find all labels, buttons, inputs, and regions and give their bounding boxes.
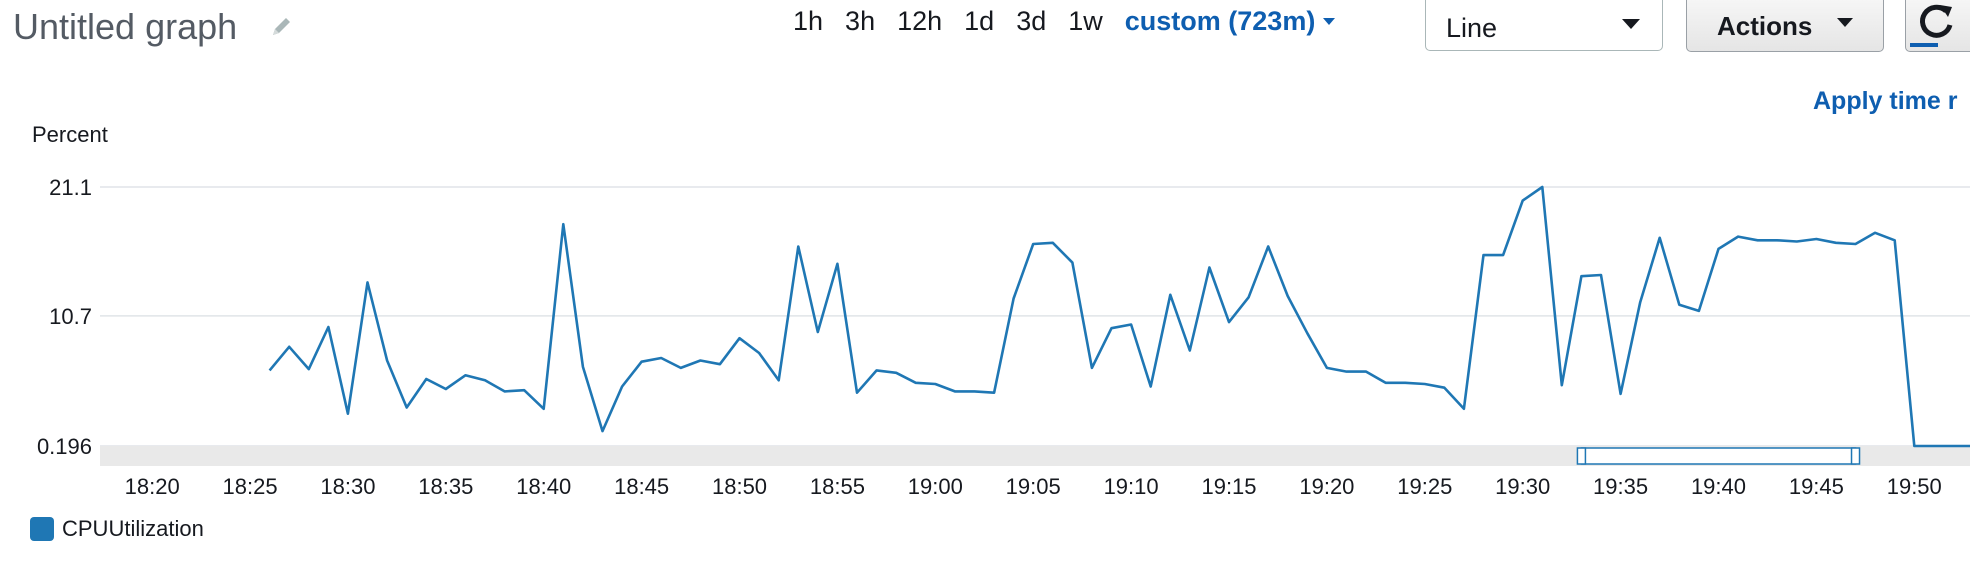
x-tick-label: 19:50 — [1887, 474, 1942, 499]
y-axis-label: Percent — [32, 122, 108, 147]
x-tick-label: 18:40 — [516, 474, 571, 499]
x-tick-label: 18:25 — [223, 474, 278, 499]
graph-title-text: Untitled graph — [13, 6, 238, 47]
x-tick-label: 18:50 — [712, 474, 767, 499]
x-tick-label: 19:10 — [1104, 474, 1159, 499]
x-tick-label: 19:15 — [1201, 474, 1256, 499]
legend[interactable]: CPUUtilization — [30, 516, 204, 542]
legend-swatch-cpuutilization — [30, 517, 54, 541]
apply-time-range-link[interactable]: Apply time r — [1813, 87, 1958, 115]
range-3h[interactable]: 3h — [845, 6, 876, 36]
x-tick-label: 19:05 — [1006, 474, 1061, 499]
refresh-button[interactable] — [1905, 0, 1970, 52]
series-line-cpuutilization — [268, 185, 1970, 448]
x-tick-label: 19:40 — [1691, 474, 1746, 499]
time-brush[interactable] — [1580, 447, 1857, 465]
refresh-progress — [1910, 43, 1938, 47]
x-axis-band — [100, 446, 1970, 466]
actions-label: Actions — [1717, 11, 1813, 41]
legend-label-cpuutilization: CPUUtilization — [62, 516, 204, 541]
chevron-down-icon — [1837, 18, 1853, 27]
chevron-down-icon — [1622, 19, 1640, 29]
x-tick-label: 19:45 — [1789, 474, 1844, 499]
x-tick-label: 18:55 — [810, 474, 865, 499]
graph-type-value: Line — [1446, 13, 1498, 43]
range-1d[interactable]: 1d — [964, 6, 995, 36]
x-tick-label: 18:20 — [125, 474, 180, 499]
chevron-down-icon[interactable] — [1323, 18, 1336, 25]
x-tick-label: 18:30 — [320, 474, 375, 499]
range-custom[interactable]: custom (723m) — [1124, 6, 1316, 36]
x-tick-label: 19:20 — [1299, 474, 1354, 499]
graph-type-select[interactable]: Line — [1425, 0, 1663, 51]
range-1h[interactable]: 1h — [793, 6, 824, 36]
time-range-selector: 1h 3h 12h 1d 3d 1w custom (723m) — [793, 6, 1336, 37]
x-tick-label: 18:35 — [418, 474, 473, 499]
x-tick-label: 18:45 — [614, 474, 669, 499]
range-3d[interactable]: 3d — [1016, 6, 1047, 36]
y-tick-label: 21.1 — [49, 175, 92, 200]
range-1w[interactable]: 1w — [1068, 6, 1103, 36]
graph-title[interactable]: Untitled graph — [13, 6, 295, 48]
brush-handle[interactable] — [1850, 447, 1861, 465]
brush-handle[interactable] — [1576, 447, 1587, 465]
pencil-icon[interactable] — [267, 13, 295, 41]
actions-button[interactable]: Actions — [1686, 0, 1884, 52]
x-tick-label: 19:00 — [908, 474, 963, 499]
x-tick-label: 19:25 — [1397, 474, 1452, 499]
range-12h[interactable]: 12h — [897, 6, 943, 36]
x-tick-label: 19:35 — [1593, 474, 1648, 499]
y-tick-label: 0.196 — [37, 434, 92, 459]
x-tick-label: 19:30 — [1495, 474, 1550, 499]
y-tick-label: 10.7 — [49, 304, 92, 329]
line-chart: Percent 0.196 10.7 21.1 18:20 18:25 18:30 18:… — [32, 122, 1970, 499]
refresh-icon — [1920, 4, 1953, 38]
